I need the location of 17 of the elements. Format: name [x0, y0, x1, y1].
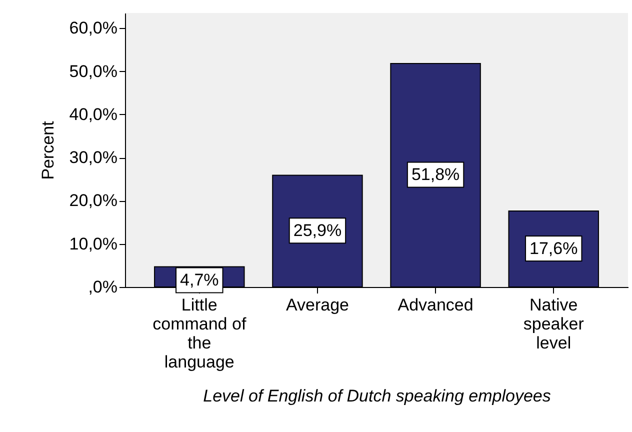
data-label: 51,8%: [411, 165, 460, 184]
data-label: 4,7%: [180, 270, 219, 290]
data-label: 17,6%: [530, 239, 578, 258]
y-tick-label: 50,0%: [69, 62, 118, 81]
y-tick-label: 10,0%: [69, 234, 118, 254]
y-tick-label: 40,0%: [69, 104, 118, 124]
y-tick-label: 20,0%: [69, 191, 118, 210]
x-tick-label: Average: [286, 296, 349, 314]
y-tick-label: 30,0%: [69, 148, 118, 168]
y-tick-label: 60,0%: [69, 18, 118, 38]
x-tick-label: Native speaker level: [523, 296, 584, 352]
x-tick-label: Advanced: [398, 296, 474, 314]
x-axis-title: Level of English of Dutch speaking employees: [203, 386, 552, 406]
data-label: 25,9%: [293, 221, 342, 240]
y-tick-label: ,0%: [88, 278, 118, 296]
x-tick-label: Little command of the language: [152, 296, 246, 372]
y-axis-title: Percent: [38, 120, 58, 180]
